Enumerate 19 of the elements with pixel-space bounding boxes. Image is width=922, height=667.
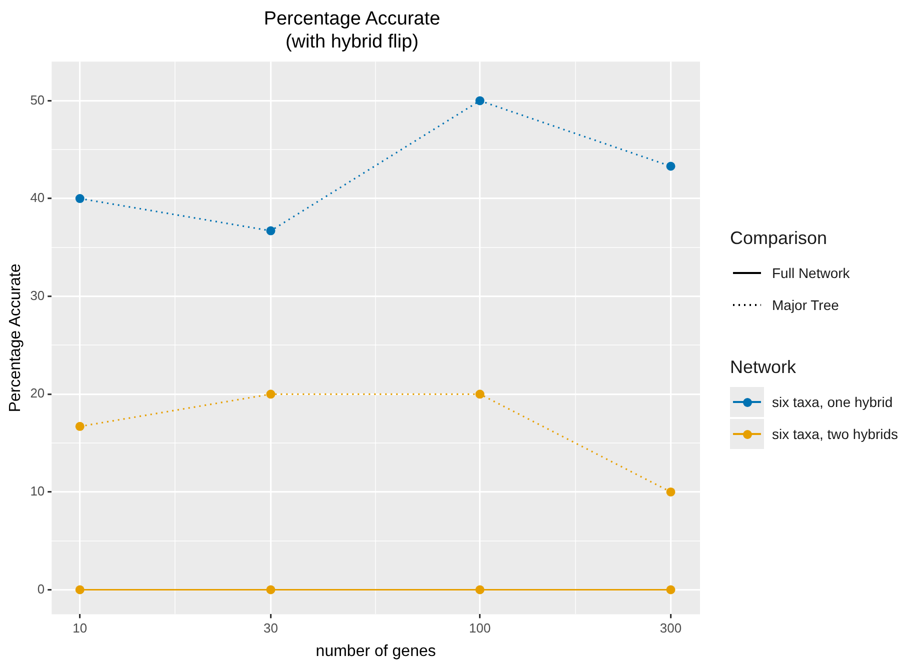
y-tick-label: 0 — [37, 581, 45, 596]
y-tick-label: 30 — [30, 288, 45, 303]
text: Full Network — [772, 265, 850, 281]
x-axis-title: number of genes — [316, 642, 436, 660]
x-tick-label: 10 — [72, 620, 88, 636]
y-tick-label: 50 — [30, 92, 45, 108]
legend-label: six taxa, two hybrids — [772, 426, 898, 442]
legend-label: six taxa, one hybrid — [772, 394, 893, 410]
y-tick-label: 40 — [30, 190, 45, 206]
x-tick-label: 300 — [660, 620, 682, 636]
text: Major Tree — [772, 297, 839, 313]
text: Comparison — [730, 228, 828, 249]
y-tick-label: 20 — [30, 386, 45, 401]
y-tick-label: 10 — [30, 484, 45, 499]
y-axis-title: Percentage Accurate — [7, 264, 24, 412]
x-tick-label: 30 — [264, 620, 278, 636]
legend-title: Network — [730, 357, 798, 378]
x-tick-label: 100 — [469, 620, 491, 636]
chart-title: Percentage Accurate (with hybrid flip) — [264, 8, 440, 52]
